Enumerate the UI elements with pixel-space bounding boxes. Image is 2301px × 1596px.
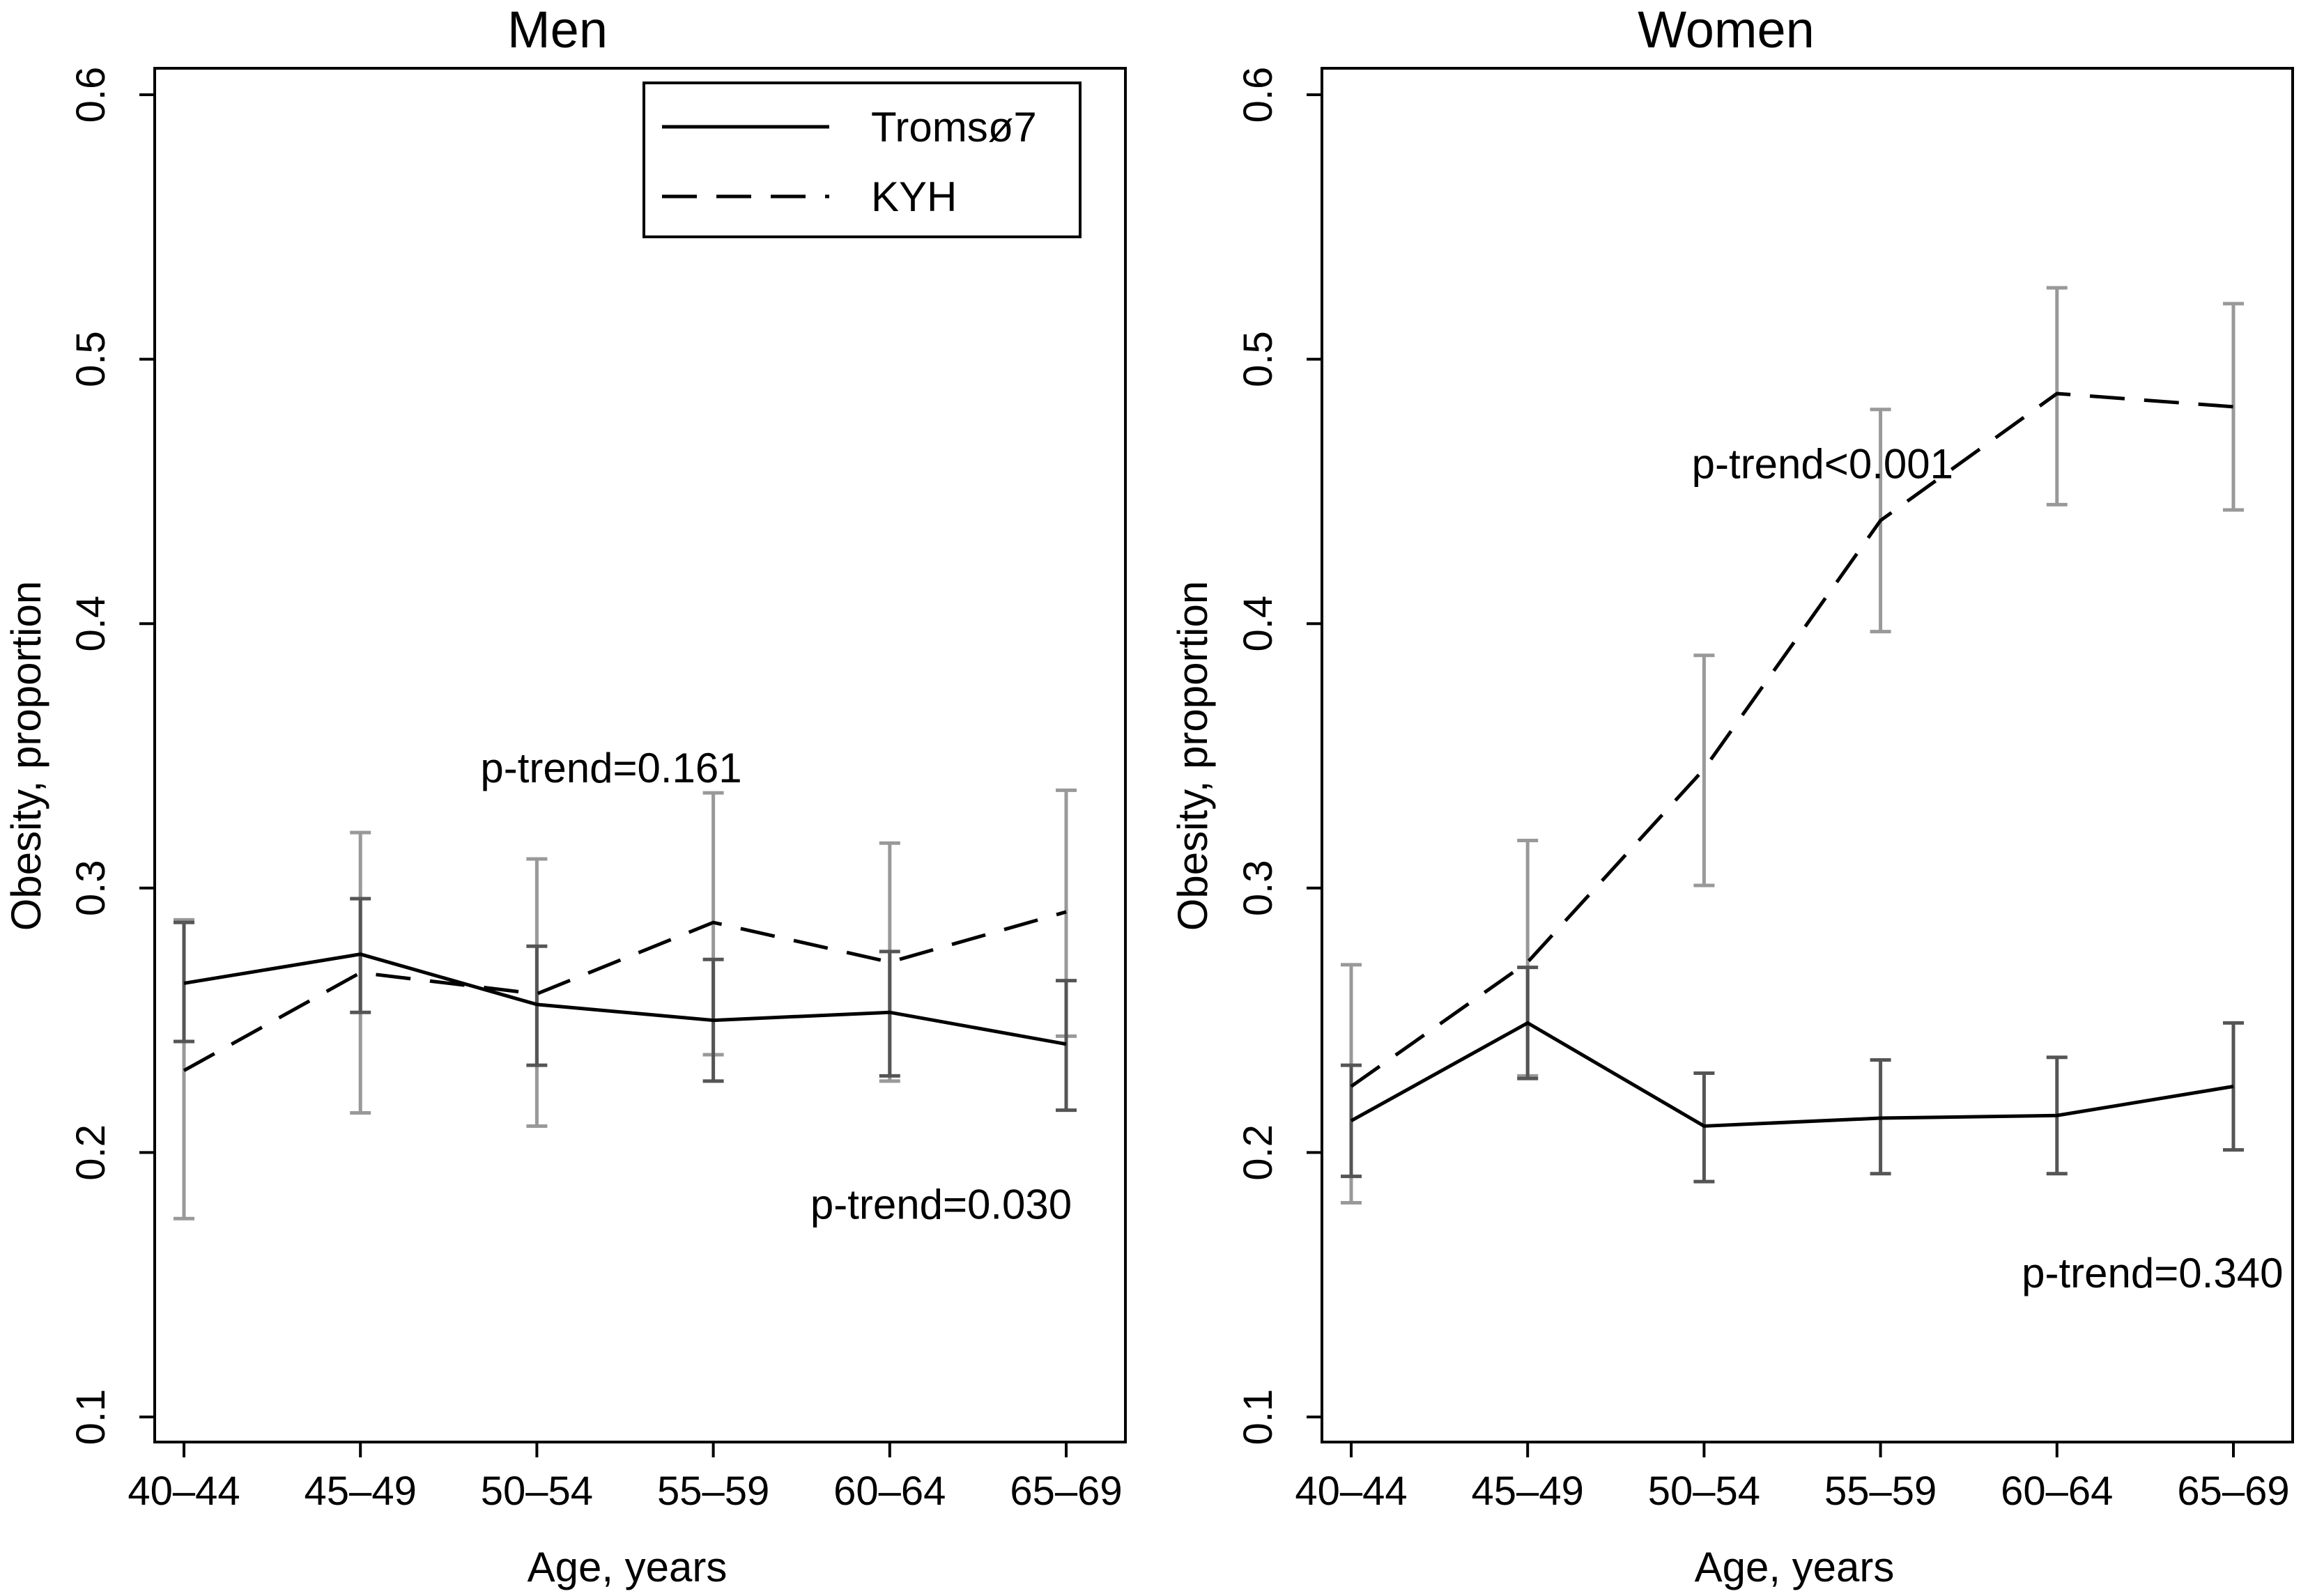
women-kyh-error-bar bbox=[1693, 653, 1715, 888]
women-tromso7-line bbox=[1350, 1021, 2234, 1128]
men-p-trend-annotation: p-trend=0.030 bbox=[810, 1181, 1072, 1227]
women-annotations: p-trend<0.001 p-trend=0.340 bbox=[1692, 440, 2284, 1296]
women-plot-frame bbox=[1321, 67, 2294, 1443]
women-p-trend-annotation: p-trend<0.001 bbox=[1692, 440, 1953, 487]
women-kyh-error-bars bbox=[1341, 286, 2244, 1205]
men-x-tick-label: 45–49 bbox=[305, 1469, 417, 1514]
women-y-tick-label: 0.2 bbox=[1236, 1124, 1281, 1181]
men-y-tick-label: 0.3 bbox=[68, 860, 114, 916]
women-y-tick-label: 0.4 bbox=[1236, 596, 1281, 652]
women-series-lines bbox=[1350, 392, 2234, 1128]
legend-label-tromso7: Tromsø7 bbox=[871, 104, 1037, 150]
men-y-tick-label: 0.5 bbox=[68, 331, 114, 387]
men-x-tick-label: 60–64 bbox=[833, 1469, 946, 1514]
women-x-tick-label: 55–59 bbox=[1824, 1469, 1937, 1514]
men-x-axis: 40–44 45–49 50–54 55–59 60–64 65–69 bbox=[128, 1442, 1123, 1514]
legend-label-kyh: KYH bbox=[871, 173, 957, 220]
men-x-tick-label: 55–59 bbox=[657, 1469, 769, 1514]
men-y-axis-label: Obesity, proportion bbox=[3, 581, 49, 931]
men-x-tick-label: 65–69 bbox=[1010, 1469, 1122, 1514]
women-x-axis: 40–44 45–49 50–54 55–59 60–64 65–69 bbox=[1295, 1442, 2290, 1514]
women-x-tick-label: 45–49 bbox=[1472, 1469, 1584, 1514]
women-x-axis-label: Age, years bbox=[1695, 1544, 1895, 1590]
men-plot-frame bbox=[153, 67, 1127, 1443]
legend-box bbox=[642, 82, 1082, 238]
men-x-tick-label: 40–44 bbox=[128, 1469, 240, 1514]
women-panel-title: Women bbox=[1638, 1, 1815, 59]
men-panel: Men 0.1 0.2 0.3 0.4 0.5 0.6 40–44 45–49 50–54 55… bbox=[3, 1, 1127, 1590]
men-y-tick-label: 0.1 bbox=[68, 1389, 114, 1446]
men-x-tick-label: 50–54 bbox=[481, 1469, 593, 1514]
women-y-tick-label: 0.3 bbox=[1236, 860, 1281, 916]
women-y-axis-label: Obesity, proportion bbox=[1169, 581, 1216, 931]
men-series-lines bbox=[183, 910, 1067, 1072]
men-kyh-error-bars bbox=[174, 788, 1077, 1221]
men-panel-title: Men bbox=[507, 1, 608, 59]
women-x-tick-label: 60–64 bbox=[2001, 1469, 2113, 1514]
men-tromso7-error-bars bbox=[174, 897, 1077, 1113]
women-y-tick-label: 0.6 bbox=[1236, 67, 1281, 123]
women-y-tick-label: 0.1 bbox=[1236, 1389, 1281, 1446]
men-x-axis-label: Age, years bbox=[528, 1544, 728, 1590]
men-y-tick-label: 0.4 bbox=[68, 596, 114, 652]
women-panel: Women 0.1 0.2 0.3 0.4 0.5 0.6 40–44 45–49 50–54… bbox=[1169, 1, 2294, 1590]
legend: Tromsø7 KYH bbox=[642, 82, 1082, 238]
women-tromso7-error-bars bbox=[1341, 966, 2244, 1184]
men-tromso7-line bbox=[183, 952, 1067, 1046]
men-y-tick-label: 0.6 bbox=[68, 67, 114, 123]
women-y-tick-label: 0.5 bbox=[1236, 331, 1281, 387]
women-kyh-line bbox=[1350, 392, 2234, 1088]
women-p-trend-annotation: p-trend=0.340 bbox=[2022, 1250, 2283, 1296]
men-y-axis: 0.1 0.2 0.3 0.4 0.5 0.6 bbox=[68, 67, 155, 1446]
women-x-tick-label: 40–44 bbox=[1295, 1469, 1407, 1514]
men-p-trend-annotation: p-trend=0.161 bbox=[480, 745, 741, 791]
women-x-tick-label: 50–54 bbox=[1648, 1469, 1760, 1514]
men-kyh-line bbox=[183, 910, 1067, 1072]
men-y-tick-label: 0.2 bbox=[68, 1124, 114, 1181]
women-kyh-error-bar bbox=[2223, 302, 2244, 512]
women-kyh-error-bar bbox=[2046, 286, 2068, 506]
men-tromso7-error-bar bbox=[1056, 979, 1077, 1113]
women-x-tick-label: 65–69 bbox=[2177, 1469, 2289, 1514]
men-annotations: p-trend=0.161 p-trend=0.030 bbox=[480, 745, 1072, 1227]
women-y-axis: 0.1 0.2 0.3 0.4 0.5 0.6 bbox=[1236, 67, 1322, 1446]
